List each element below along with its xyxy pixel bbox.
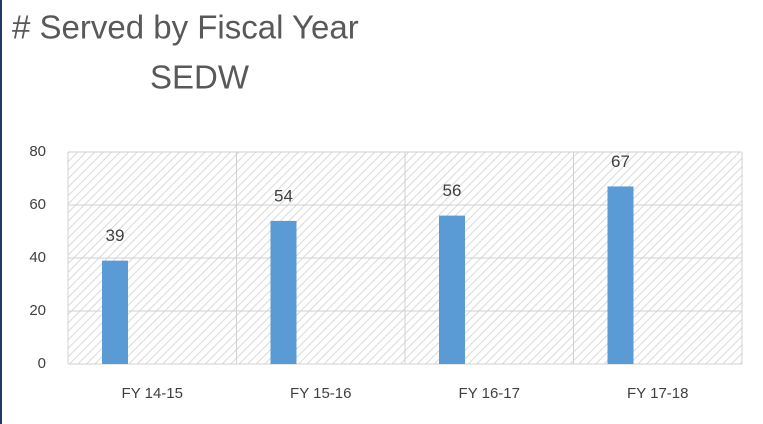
x-tick-label: FY 14-15 (122, 385, 183, 402)
y-tick-label: 80 (29, 143, 46, 160)
chart-subtitle: SEDW (150, 59, 250, 96)
bar (607, 186, 634, 364)
bar (439, 215, 465, 364)
y-tick-label: 40 (29, 249, 46, 266)
y-tick-label: 0 (38, 355, 46, 372)
chart-title: # Served by Fiscal Year (12, 9, 359, 46)
bar (270, 220, 297, 364)
data-label: 56 (443, 181, 462, 200)
x-tick-label: FY 15-16 (290, 385, 351, 402)
data-label: 39 (106, 226, 125, 245)
y-tick-label: 20 (29, 302, 46, 319)
x-tick-label: FY 16-17 (459, 385, 520, 402)
data-label: 67 (611, 152, 630, 171)
x-tick-label: FY 17-18 (627, 385, 688, 402)
data-label: 54 (274, 186, 293, 205)
bar (102, 260, 128, 364)
y-tick-label: 60 (29, 196, 46, 213)
